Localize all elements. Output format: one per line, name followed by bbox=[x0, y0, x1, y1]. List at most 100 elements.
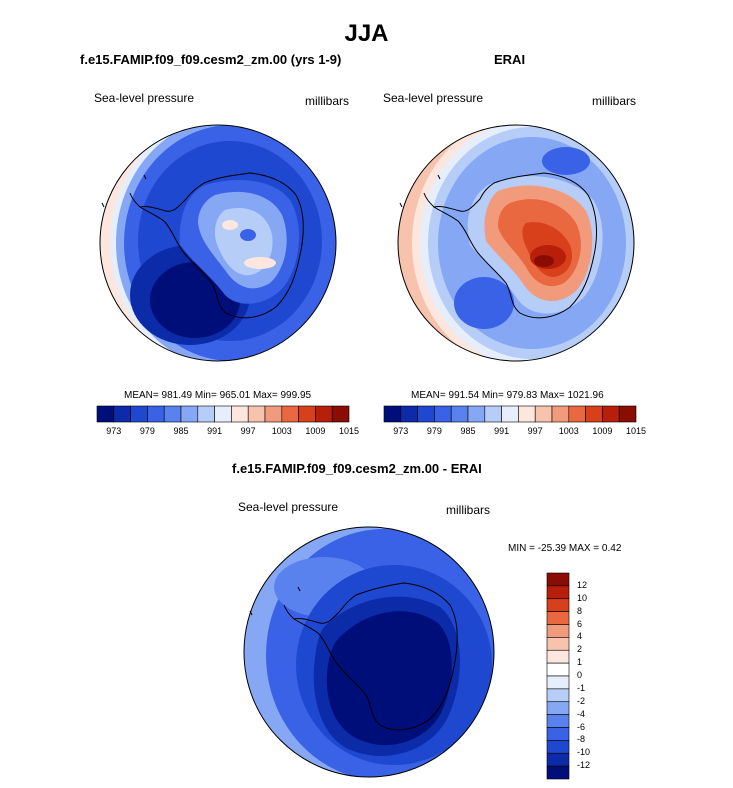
panel3-colorbar-tick-label: -10 bbox=[577, 747, 591, 758]
panel2-colorbar-swatch bbox=[417, 405, 435, 423]
panel3-colorbar bbox=[546, 572, 570, 780]
panel2-colorbar-swatch bbox=[534, 405, 553, 423]
panel2-title: ERAI bbox=[494, 52, 526, 67]
panel2-colorbar-swatch bbox=[400, 405, 418, 423]
panel1-colorbar-ticks: 973 979 985 991 997 1003 1009 1015 bbox=[97, 426, 359, 440]
panel1-colorbar-swatch bbox=[147, 405, 165, 423]
panel3-colorbar-swatch bbox=[546, 765, 570, 780]
panel2-colorbar-tick-label: 1015 bbox=[625, 426, 647, 436]
panel1-colorbar-swatch bbox=[96, 405, 115, 423]
panel2-colorbar-swatch bbox=[383, 405, 402, 423]
panel2-colorbar-tick-label: 997 bbox=[527, 426, 543, 436]
panel3-colorbar-swatch bbox=[546, 649, 570, 664]
panel2-coastline bbox=[399, 174, 441, 208]
panel2-colorbar-tick-label: 985 bbox=[460, 426, 476, 436]
panel3-colorbar-tick-label: -6 bbox=[577, 721, 586, 732]
panel3-colorbar-swatch bbox=[546, 740, 570, 754]
panel2-colorbar-swatch bbox=[585, 405, 603, 423]
panel2-colorbar-swatch bbox=[551, 405, 570, 423]
panel1-colorbar-swatch bbox=[264, 405, 283, 423]
panel3-colorbar-swatch bbox=[546, 572, 570, 587]
panel2-colorbar-tick-label: 1009 bbox=[592, 426, 613, 436]
panel1-colorbar-tick-label: 1003 bbox=[271, 426, 292, 436]
panel2-colorbar-swatch bbox=[484, 405, 502, 423]
panel2-colorbar-swatch bbox=[450, 405, 469, 423]
panel3-colorbar-tick-label: -8 bbox=[577, 734, 586, 745]
panel3-colorbar-swatch bbox=[546, 727, 570, 741]
panel1-stats: MEAN= 981.49 Min= 965.01 Max= 999.95 bbox=[124, 390, 312, 401]
panel2-coastline bbox=[432, 172, 597, 319]
panel1-colorbar-swatch bbox=[231, 405, 249, 423]
panel2-colorbar-swatch bbox=[618, 405, 637, 423]
panel3-colorbar-tick-label: 0 bbox=[577, 670, 583, 680]
panel1-colorbar-tick-label: 973 bbox=[106, 426, 122, 436]
panel2-colorbar bbox=[383, 405, 637, 423]
panel3-title: f.e15.FAMIP.f09_f09.cesm2_zm.00 - ERAI bbox=[232, 461, 482, 476]
panel1-colorbar-swatch bbox=[163, 405, 182, 423]
panel1-colorbar-tick-label: 997 bbox=[240, 426, 256, 436]
panel3-colorbar-tick-label: -12 bbox=[577, 760, 591, 771]
panel1-colorbar-swatch bbox=[298, 405, 316, 423]
panel3-colorbar-tick-label: 8 bbox=[577, 605, 583, 616]
panel3-colorbar-swatch bbox=[546, 611, 570, 625]
panel3-colorbar-swatch bbox=[546, 752, 570, 767]
panel2-colorbar-ticks: 973 979 985 991 997 1003 1009 1015 bbox=[384, 426, 646, 440]
panel1-colorbar-tick-label: 991 bbox=[207, 426, 223, 436]
panel1-colorbar-tick-label: 985 bbox=[173, 426, 189, 436]
panel2-contour-band bbox=[454, 277, 514, 329]
panel1-variable-label: Sea-level pressure bbox=[94, 91, 195, 105]
figure-title: JJA bbox=[344, 20, 389, 47]
panel1-map-border bbox=[99, 124, 337, 362]
panel2-units-label: millibars bbox=[592, 94, 637, 108]
panel2-stats: MEAN= 991.54 Min= 979.83 Max= 1021.96 bbox=[411, 390, 604, 401]
panel2-variable-label: Sea-level pressure bbox=[383, 91, 484, 105]
panel2-colorbar-tick-label: 991 bbox=[494, 426, 510, 436]
panel1-colorbar-swatch bbox=[197, 405, 215, 423]
panel1-colorbar-swatch bbox=[331, 405, 350, 423]
panel1-colorbar-swatch bbox=[180, 405, 199, 423]
panel2-colorbar-swatch bbox=[467, 405, 486, 423]
panel3-colorbar-swatch bbox=[546, 585, 570, 600]
panel1-colorbar-tick-label: 1015 bbox=[338, 426, 360, 436]
panel2-map-border bbox=[397, 124, 635, 362]
panel1-colorbar-swatch bbox=[281, 405, 299, 423]
panel1-colorbar-swatch bbox=[130, 405, 148, 423]
panel3-coastline bbox=[292, 582, 458, 731]
panel1-contour-band bbox=[240, 229, 256, 241]
panel2-colorbar-tick-label: 973 bbox=[393, 426, 409, 436]
panel3-colorbar-tick-label: 12 bbox=[577, 579, 588, 590]
panel2-map bbox=[397, 124, 635, 362]
panel1-colorbar-swatch bbox=[113, 405, 131, 423]
panel1-map bbox=[99, 124, 337, 362]
panel3-colorbar-tick-label: -1 bbox=[577, 682, 586, 693]
panel3-colorbar-tick-label: 1 bbox=[577, 657, 583, 668]
panel1-colorbar-tick-label: 979 bbox=[139, 426, 155, 436]
panel3-colorbar-tick-label: 4 bbox=[577, 631, 583, 642]
panel2-colorbar-swatch bbox=[518, 405, 536, 423]
panel2-colorbar-swatch bbox=[602, 405, 620, 423]
panel1-colorbar-swatch bbox=[214, 405, 232, 423]
panel3-map-border bbox=[243, 526, 495, 778]
panel3-contour-band bbox=[326, 611, 452, 746]
panel2-colorbar-swatch bbox=[501, 405, 519, 423]
panel1-colorbar-swatch bbox=[315, 405, 333, 423]
panel3-colorbar-swatch bbox=[546, 675, 570, 690]
panel2-colorbar-swatch bbox=[568, 405, 586, 423]
panel2-contour-band bbox=[542, 147, 590, 175]
panel3-colorbar-swatch bbox=[546, 637, 570, 651]
panel2-colorbar-tick-label: 979 bbox=[426, 426, 442, 436]
panel3-colorbar-swatch bbox=[546, 701, 570, 715]
panel1-colorbar-tick-label: 1009 bbox=[305, 426, 326, 436]
panel3-colorbar-tick-label: -2 bbox=[577, 695, 586, 706]
panel3-colorbar-swatch bbox=[546, 688, 570, 703]
panel3-variable-label: Sea-level pressure bbox=[238, 500, 339, 514]
panel1-title: f.e15.FAMIP.f09_f09.cesm2_zm.00 (yrs 1-9… bbox=[80, 52, 342, 67]
panel3-colorbar-swatch bbox=[546, 624, 570, 638]
panel3-colorbar-swatch bbox=[546, 714, 570, 728]
panel1-colorbar bbox=[96, 405, 350, 423]
panel1-contour-band bbox=[222, 220, 238, 230]
panel3-map bbox=[243, 526, 495, 778]
panel3-colorbar-tick-label: 6 bbox=[577, 618, 583, 629]
panel1-coastline bbox=[101, 174, 147, 208]
panel3-units-label: millibars bbox=[446, 503, 491, 517]
